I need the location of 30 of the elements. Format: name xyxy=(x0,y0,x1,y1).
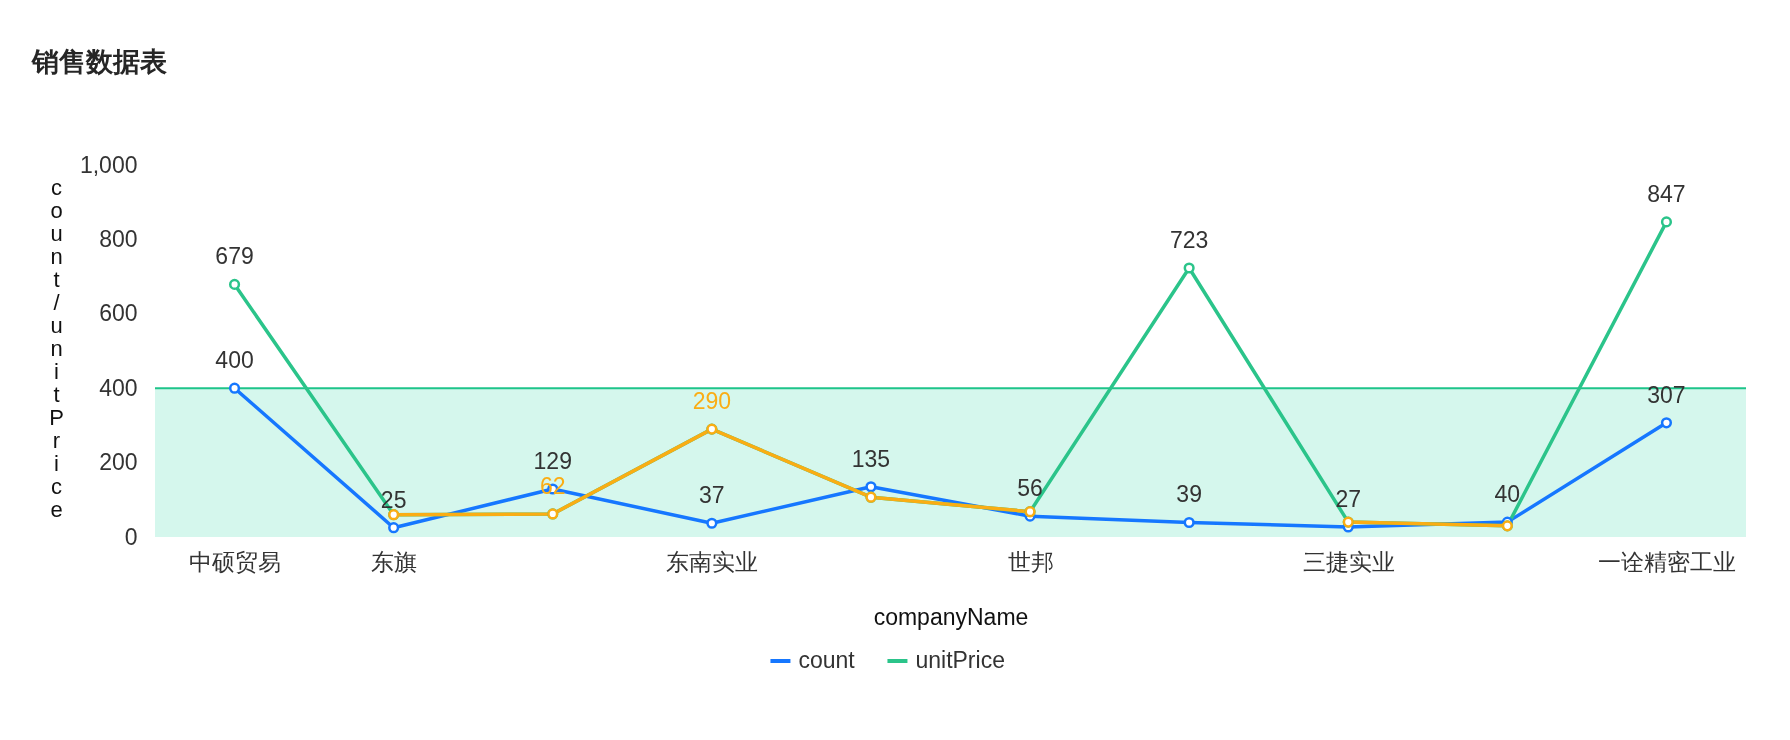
data-label: 679 xyxy=(215,243,254,270)
x-tick-label: 世邦 xyxy=(1007,548,1054,575)
y-tick-label: 400 xyxy=(99,374,138,401)
data-label: 135 xyxy=(851,445,891,472)
x-axis-title: companyName xyxy=(873,603,1029,630)
data-label: 847 xyxy=(1647,180,1686,207)
data-label: 290 xyxy=(692,388,732,415)
data-label: 129 xyxy=(533,448,572,475)
data-label: 27 xyxy=(1335,485,1362,512)
data-label: 40 xyxy=(1494,481,1521,508)
x-tick-label: 中硕贸易 xyxy=(189,548,282,575)
data-label: 307 xyxy=(1647,381,1686,408)
x-tick-label: 东旗 xyxy=(371,548,418,575)
legend-label: unitPrice xyxy=(915,647,1005,673)
x-tick-label: 一诠精密工业 xyxy=(1597,548,1736,575)
x-tick-label: 东南实业 xyxy=(666,548,759,575)
y-tick-label: 0 xyxy=(124,523,138,550)
data-label: 56 xyxy=(1017,475,1043,502)
data-label: 37 xyxy=(699,482,725,509)
chart-title: 销售数据表 xyxy=(31,47,167,77)
data-label: 723 xyxy=(1169,227,1209,254)
text: count/unitPrice xyxy=(49,174,64,522)
y-tick-label: 200 xyxy=(99,449,138,476)
legend-label: count xyxy=(798,647,856,673)
data-label: 39 xyxy=(1176,481,1202,508)
y-tick-label: 600 xyxy=(99,300,138,327)
y-tick-label: 800 xyxy=(99,225,138,252)
data-label: 400 xyxy=(215,347,254,374)
x-tick-label: 三捷实业 xyxy=(1302,548,1395,575)
y-tick-label: 1,000 xyxy=(79,151,138,178)
